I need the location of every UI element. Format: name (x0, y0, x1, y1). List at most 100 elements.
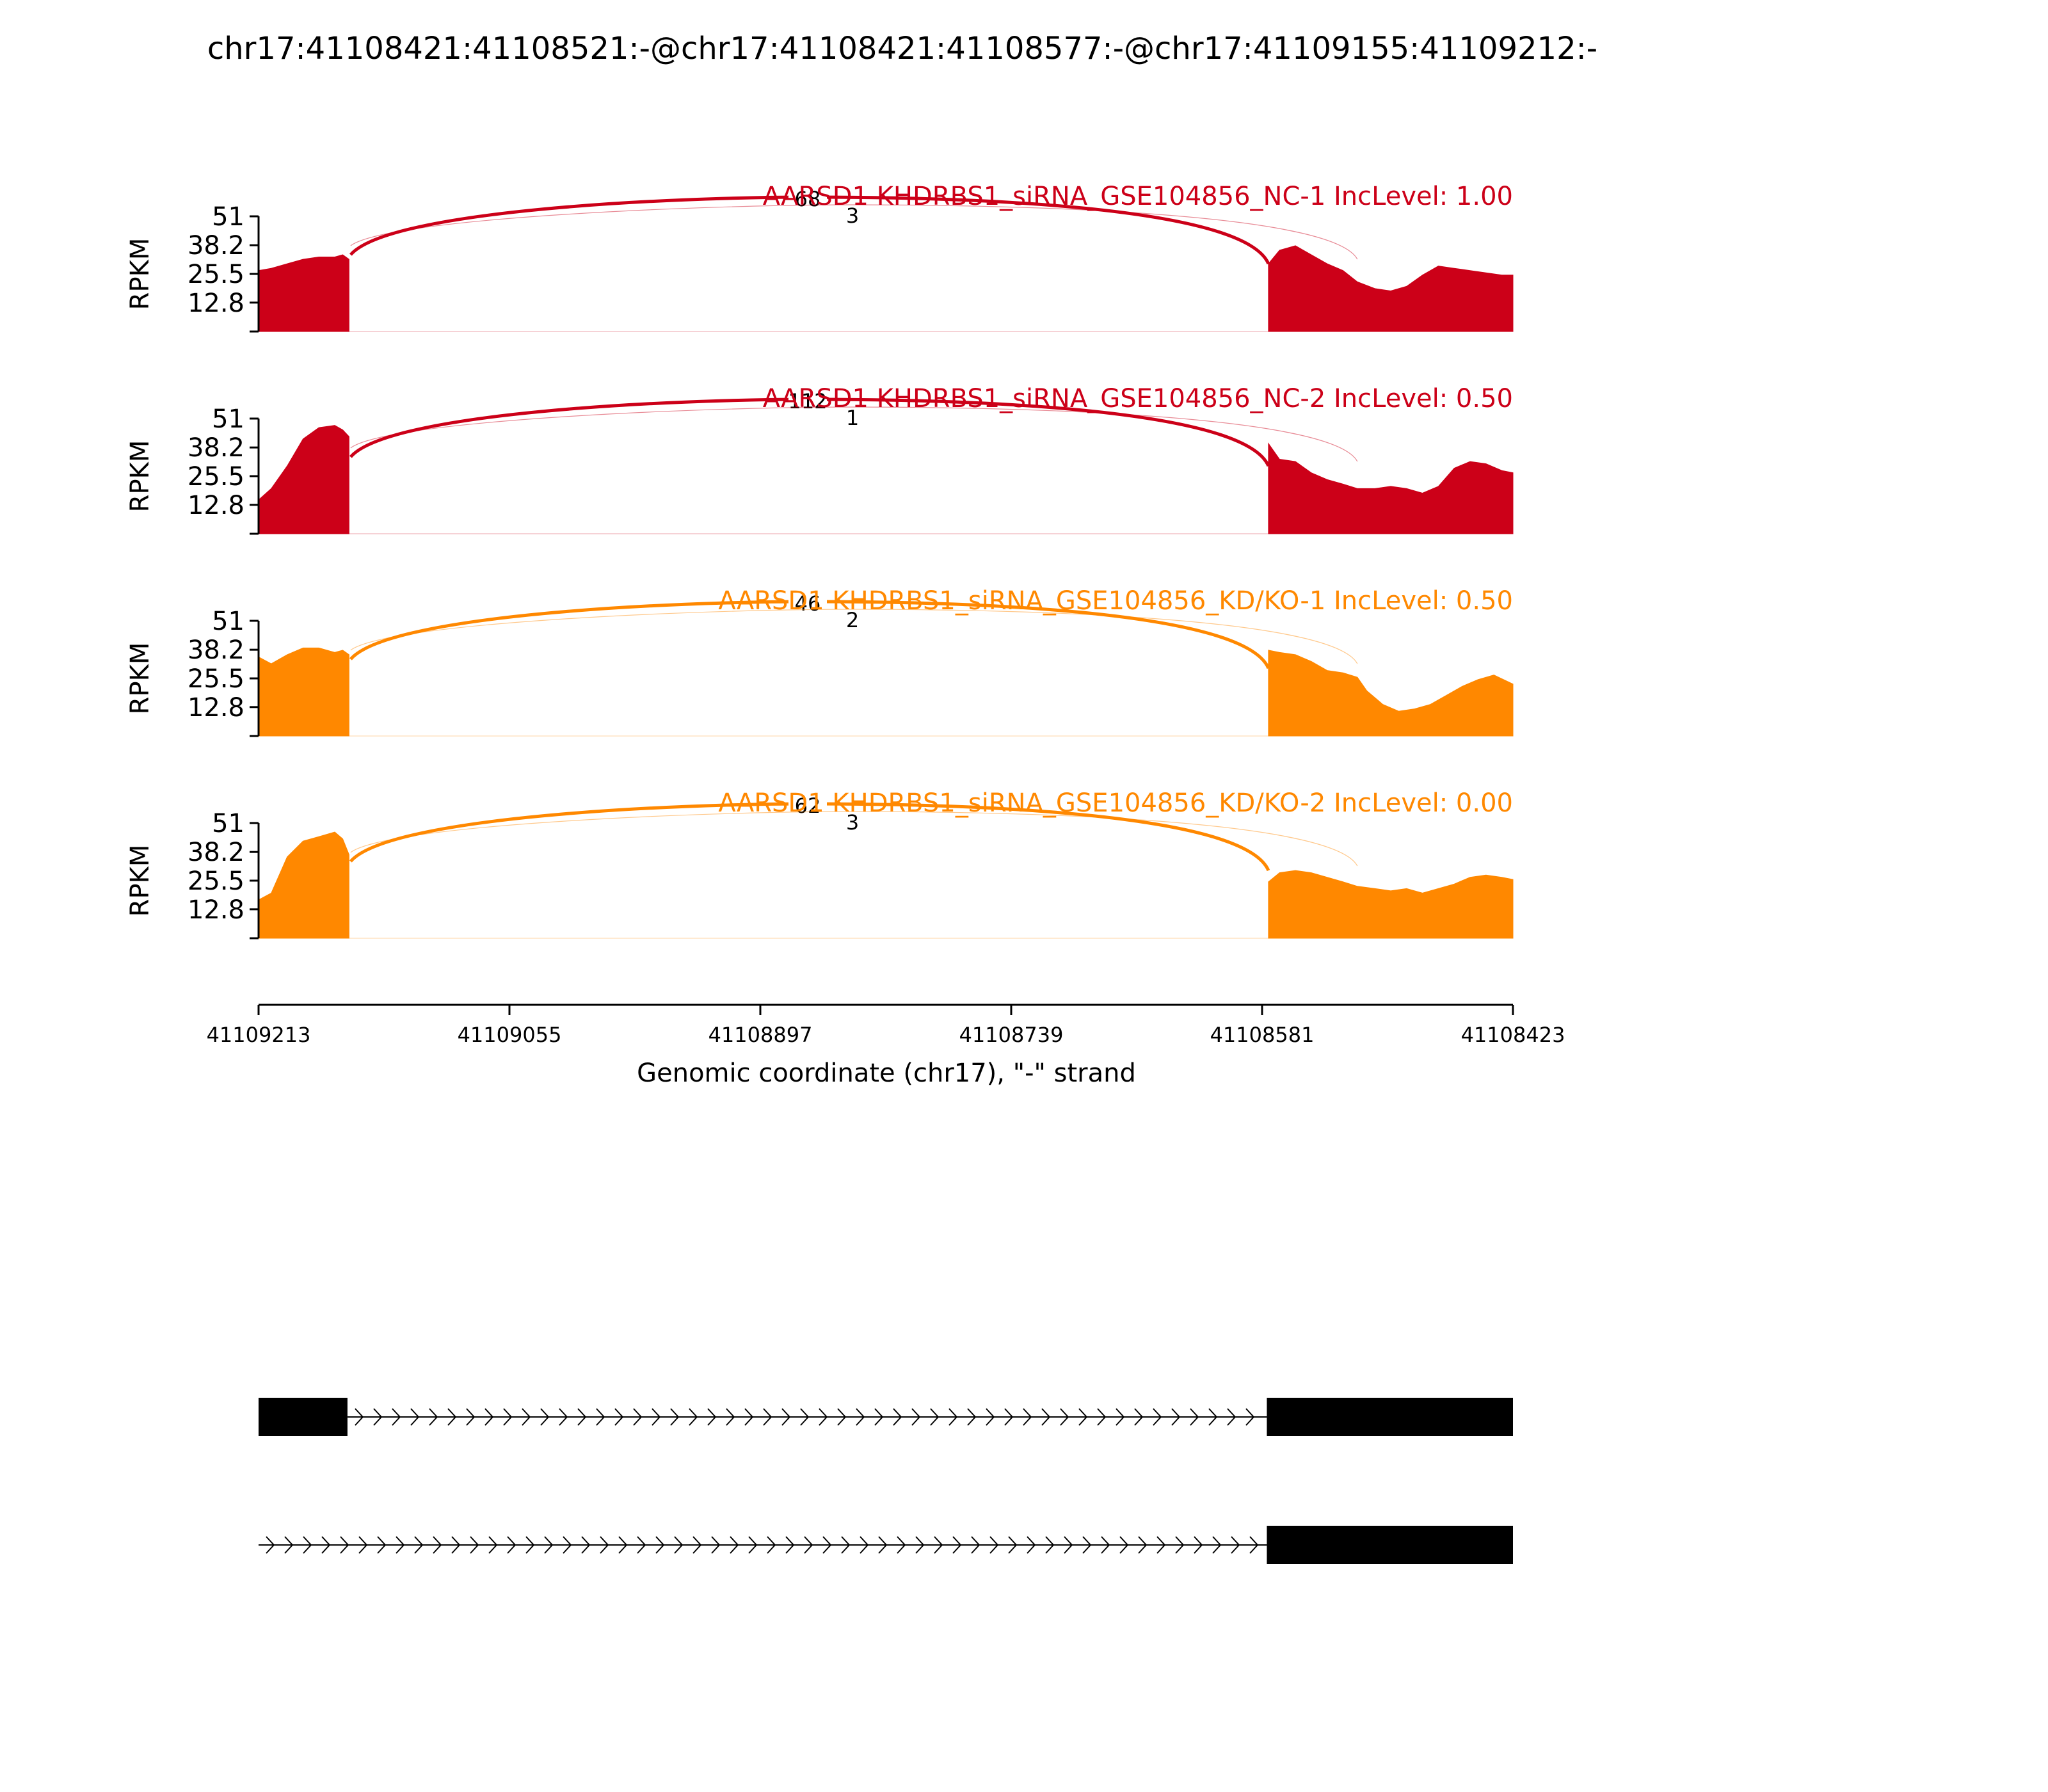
x-axis-label: Genomic coordinate (chr17), "-" strand (637, 1059, 1136, 1088)
strand-arrow (1175, 1536, 1185, 1554)
junction-label-bg (788, 595, 827, 616)
strand-arrow (897, 1536, 906, 1554)
x-tick-label: 41108897 (708, 1023, 813, 1047)
strand-arrow (655, 1536, 665, 1554)
x-tick-label: 41108739 (959, 1023, 1064, 1047)
strand-arrow (340, 1536, 349, 1554)
coverage-right-exon (1268, 650, 1514, 737)
strand-arrow (1156, 1536, 1166, 1554)
coverage-right-exon (1268, 245, 1514, 332)
strand-arrow (451, 1536, 461, 1554)
strand-arrow (466, 1408, 476, 1426)
strand-arrow (952, 1536, 962, 1554)
junction-label-bg (788, 393, 827, 413)
strand-arrow (1097, 1408, 1107, 1426)
strand-arrow (303, 1536, 312, 1554)
strand-arrow (989, 1536, 999, 1554)
x-tick-label: 41109213 (207, 1023, 311, 1047)
strand-arrow (429, 1408, 438, 1426)
strand-arrow (915, 1536, 925, 1554)
junction-label: 2 (846, 608, 859, 632)
junction-label: 3 (846, 810, 859, 835)
strand-arrow (785, 1536, 795, 1554)
junction-arc (350, 811, 1358, 867)
strand-arrow (544, 1536, 554, 1554)
strand-arrow (614, 1408, 624, 1426)
junction-label: 112 (788, 389, 827, 413)
strand-arrow (507, 1536, 516, 1554)
strand-arrow (321, 1536, 331, 1554)
strand-arrow (1212, 1536, 1222, 1554)
strand-arrow (711, 1536, 721, 1554)
strand-arrow (670, 1408, 680, 1426)
strand-arrow (577, 1408, 587, 1426)
strand-arrow (986, 1408, 995, 1426)
strand-arrow (284, 1536, 294, 1554)
coverage-left-exon (258, 254, 349, 332)
strand-arrow (878, 1536, 888, 1554)
strand-arrow (540, 1408, 550, 1426)
strand-arrow (488, 1536, 498, 1554)
strand-arrow (874, 1408, 884, 1426)
sample-label: AARSD1 KHDRBS1_siRNA_GSE104856_KD/KO-1 I… (718, 586, 1513, 616)
junction-arc (350, 204, 1358, 260)
strand-arrow (800, 1408, 810, 1426)
coverage-right-exon (1268, 870, 1514, 939)
y-tick-label: 51 (212, 607, 244, 636)
strand-arrow (377, 1536, 387, 1554)
strand-arrow (392, 1408, 401, 1426)
strand-arrow (525, 1536, 535, 1554)
junction-label-bg (788, 797, 827, 818)
chart-title: chr17:41108421:41108521:-@chr17:41108421… (207, 31, 1597, 67)
strand-arrow (618, 1536, 628, 1554)
strand-arrow (841, 1536, 851, 1554)
coverage-left-exon (258, 647, 349, 737)
strand-arrow (1227, 1408, 1236, 1426)
exon-block (1267, 1526, 1513, 1564)
y-tick-label: 12.8 (188, 895, 244, 925)
strand-arrow (652, 1408, 661, 1426)
strand-arrow (1082, 1536, 1092, 1554)
x-tick-label: 41108423 (1461, 1023, 1565, 1047)
strand-arrow (1231, 1536, 1240, 1554)
strand-arrow (637, 1536, 646, 1554)
strand-arrow (948, 1408, 958, 1426)
y-tick-label: 38.2 (188, 231, 244, 260)
junction-arc (350, 406, 1358, 462)
strand-arrow (1194, 1536, 1203, 1554)
strand-arrow (633, 1408, 643, 1426)
x-axis: 41109213 41109055 41108897 41108739 41108581… (207, 1004, 1565, 1047)
strand-arrow (1153, 1408, 1162, 1426)
strand-arrow (266, 1536, 275, 1554)
y-tick-label: 51 (212, 809, 244, 838)
strand-arrow (1078, 1408, 1088, 1426)
strand-arrow (856, 1408, 865, 1426)
strand-arrow (1190, 1408, 1199, 1426)
sample-label: AARSD1 KHDRBS1_siRNA_GSE104856_NC-2 IncL… (763, 384, 1513, 413)
strand-arrow (1004, 1408, 1014, 1426)
y-tick-label: 38.2 (188, 838, 244, 867)
strand-arrow (503, 1408, 513, 1426)
y-axis-label: RPKM (125, 238, 155, 310)
strand-arrow (1245, 1408, 1255, 1426)
strand-arrow (930, 1408, 940, 1426)
strand-arrow (971, 1536, 980, 1554)
exon-block (259, 1398, 348, 1436)
y-tick-label: 25.5 (188, 867, 244, 896)
strand-arrow (1041, 1408, 1051, 1426)
strand-arrow (860, 1536, 869, 1554)
strand-arrow (559, 1408, 568, 1426)
transcript-models (259, 1398, 1513, 1564)
strand-arrow (692, 1536, 702, 1554)
y-tick-label: 12.8 (188, 289, 244, 318)
strand-arrow (600, 1536, 609, 1554)
y-tick-label: 38.2 (188, 636, 244, 665)
strand-arrow (358, 1536, 368, 1554)
strand-arrow (522, 1408, 531, 1426)
y-tick-label: 51 (212, 202, 244, 232)
strand-arrow (410, 1408, 420, 1426)
